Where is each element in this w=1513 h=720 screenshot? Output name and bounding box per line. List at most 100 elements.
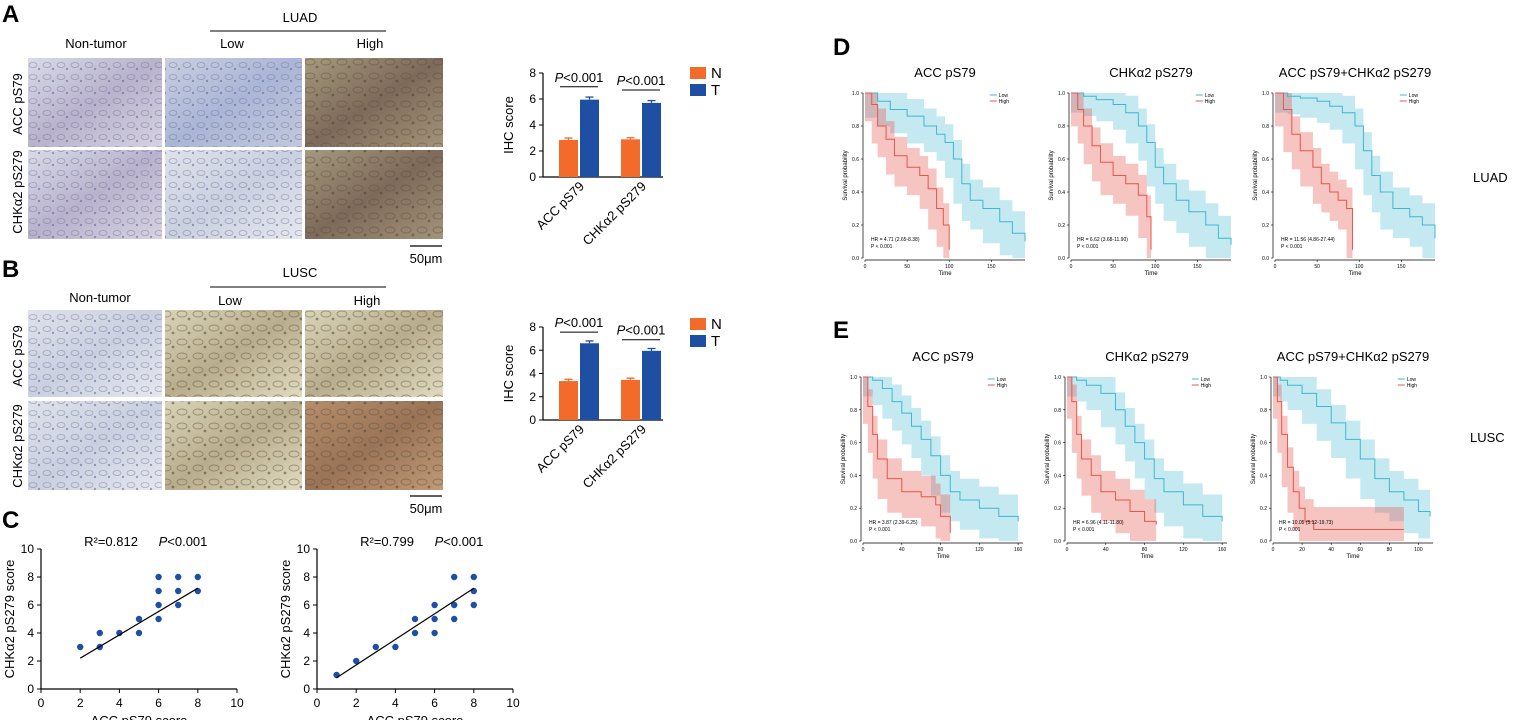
x-tick-label: 2 (353, 696, 360, 710)
km-p-value-label: P < 0.001 (871, 244, 893, 250)
legend-label-low: Low (999, 93, 1009, 99)
data-point (470, 601, 477, 609)
x-tick-label: 100 (1355, 264, 1364, 270)
x-tick-label: 80 (1142, 547, 1148, 553)
survival-curve-low (865, 92, 1026, 242)
data-point (175, 601, 182, 609)
x-tick-label: 6 (155, 696, 162, 710)
y-tick-label: 1.0 (850, 375, 857, 381)
survival-curve-high (863, 376, 951, 533)
col-label-low-b: Low (218, 293, 242, 308)
y-axis-label: Survival probability (1045, 434, 1051, 484)
x-tick-label: 50 (1110, 264, 1116, 270)
y-tick-label: 4 (529, 118, 536, 132)
micrograph-a-acc-high (305, 58, 443, 147)
x-tick-label: 160 (1218, 547, 1227, 553)
y-tick-label: 4 (27, 626, 34, 640)
km-title: CHKα2 pS279 (1109, 65, 1192, 80)
y-axis-label: IHC score (501, 96, 516, 154)
y-tick-label: 0.2 (1262, 223, 1269, 229)
y-tick-label: 6 (27, 598, 34, 612)
y-tick-label: 0 (303, 682, 310, 696)
p-value-label: P<0.001 (555, 70, 604, 85)
panel-letter-d: D (833, 34, 850, 61)
y-tick-label: 0.0 (1058, 256, 1065, 262)
km-E3: ACC pS79+CHKα2 pS279 0.0 0.2 0.4 0.6 0.8 1.0 0 2… (1251, 349, 1433, 560)
y-tick-label: 0 (27, 682, 34, 696)
ci-band-high (863, 377, 951, 541)
y-tick-label: 6 (529, 343, 536, 357)
scatter-1: 0 2 4 6 8 10 0 2 4 6 8 10 ACC pS79 score CHKα2 pS279 … (2, 534, 244, 720)
x-tick-label: 150 (1397, 264, 1406, 270)
y-tick-label: 0.0 (850, 539, 857, 545)
ci-band-low (1071, 93, 1231, 258)
micrograph-a-chk-low (165, 150, 302, 239)
km-p-value-label: P < 0.001 (1077, 244, 1099, 250)
data-point (194, 573, 201, 581)
data-point (470, 573, 477, 581)
scatter-2: 0 2 4 6 8 10 0 2 4 6 8 10 ACC pS79 score CHKα2 pS279 … (278, 534, 520, 720)
micrograph-b-acc-low (165, 310, 302, 397)
legend-label-high: High (1409, 99, 1420, 105)
x-tick-label: 150 (987, 264, 996, 270)
data-point (77, 643, 84, 651)
hazard-ratio-label: HR = 3.87 (2.39-6.25) (869, 520, 918, 526)
y-tick-label: 2 (529, 390, 536, 404)
legend-label-low: Low (997, 377, 1007, 383)
x-tick-label: 8 (194, 696, 201, 710)
y-tick-label: 6 (529, 92, 536, 106)
y-tick-label: 10 (297, 542, 311, 556)
km-D3: ACC pS79+CHKα2 pS279 0.0 0.2 0.4 0.6 0.8 1.0 0 5… (1253, 65, 1436, 277)
y-tick-label: 0.6 (1058, 157, 1065, 163)
x-axis-label: Time (1144, 271, 1158, 277)
micrograph-b-acc-high (305, 310, 443, 397)
km-D2: CHKα2 pS279 0.0 0.2 0.4 0.6 0.8 1.0 0 50 100 150 Ti… (1049, 65, 1232, 277)
y-tick-label: 0.0 (1262, 256, 1269, 262)
km-title: ACC pS79+CHKα2 pS279 (1277, 349, 1429, 364)
y-tick-label: 0.0 (852, 256, 859, 262)
data-point (155, 615, 162, 623)
y-tick-label: 8 (303, 570, 310, 584)
data-point (175, 573, 182, 581)
hazard-ratio-label: HR = 6.96 (4.11-11.80) (1073, 520, 1124, 526)
survival-curve-high (1275, 92, 1353, 250)
ci-band-low (865, 93, 1025, 258)
y-tick-label: 0.4 (1260, 473, 1267, 479)
km-title: ACC pS79+CHKα2 pS279 (1279, 65, 1431, 80)
micrograph-b-acc-nontumor (28, 310, 162, 397)
legend-label-high: High (999, 99, 1010, 105)
x-tick-label: 0 (864, 264, 867, 270)
bar-n (559, 139, 578, 177)
x-tick-label: CHKα2 pS279 (580, 179, 650, 249)
y-axis-label: CHKα2 pS279 score (2, 560, 17, 679)
y-axis-label: Survival probability (1049, 150, 1055, 200)
x-axis-label: Time (938, 271, 952, 277)
legend-label-low: Low (1201, 377, 1211, 383)
x-tick-label: 6 (431, 696, 438, 710)
data-point (431, 615, 438, 623)
y-tick-label: 0.4 (1262, 190, 1269, 196)
legend-swatch-n (690, 67, 706, 79)
km-p-value-label: P < 0.001 (1281, 244, 1303, 250)
bar-A: 0 2 4 6 8 IHC score P<0.001 ACC pS79 P<0.001 CHKα… (501, 65, 722, 248)
legend-label-high: High (1407, 383, 1418, 389)
survival-curve-low (1273, 376, 1431, 517)
col-label-low-a: Low (220, 36, 244, 51)
x-tick-label: 40 (1328, 547, 1334, 553)
legend-label-t: T (711, 333, 720, 350)
km-p-value-label: P < 0.001 (1279, 527, 1301, 533)
regression-line (79, 587, 199, 659)
y-tick-label: 0.6 (1054, 441, 1061, 447)
x-tick-label: 150 (1193, 264, 1202, 270)
y-tick-label: 0.8 (1262, 124, 1269, 130)
data-point (175, 587, 182, 595)
y-tick-label: 1.0 (1262, 91, 1269, 97)
data-point (353, 657, 360, 665)
x-tick-label: 4 (116, 696, 123, 710)
y-tick-label: 0.4 (1054, 473, 1061, 479)
x-tick-label: 50 (904, 264, 910, 270)
side-label-lusc: LUSC (1470, 430, 1505, 445)
survival-curve-high (865, 92, 950, 250)
x-tick-label: 20 (1299, 547, 1305, 553)
row-label-chk-a: CHKα2 pS279 (10, 150, 25, 233)
